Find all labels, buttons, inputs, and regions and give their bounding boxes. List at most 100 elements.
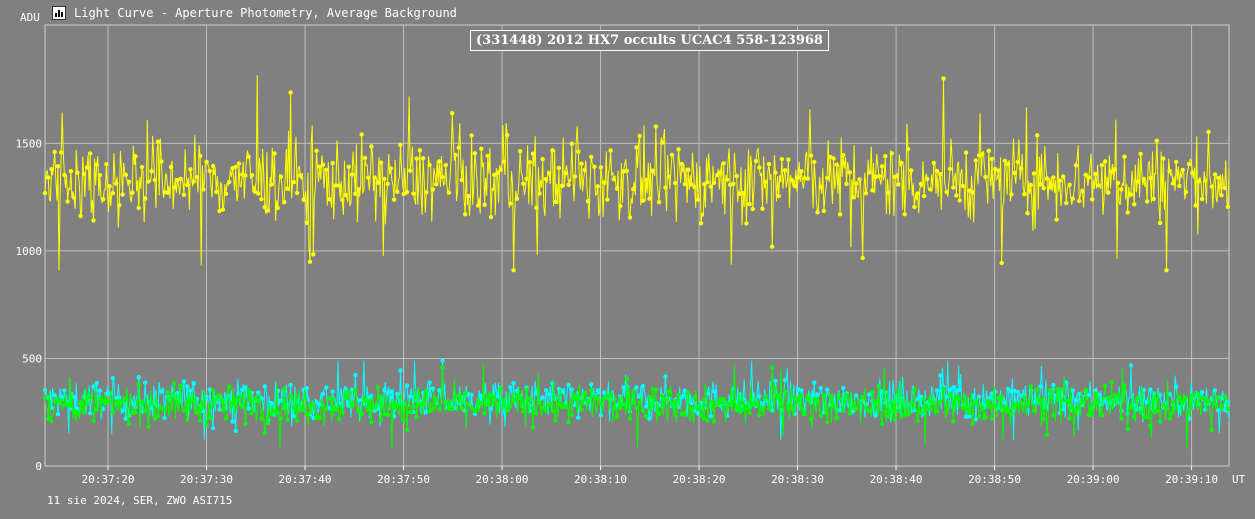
data-point (378, 160, 384, 165)
data-point (117, 395, 122, 400)
data-point (349, 401, 355, 406)
data-point (938, 399, 943, 405)
data-point (686, 391, 691, 396)
data-point (181, 192, 187, 197)
data-point (1186, 161, 1192, 167)
data-point (1144, 399, 1150, 404)
data-point (162, 415, 167, 421)
data-point (395, 391, 400, 397)
data-point (589, 382, 594, 387)
data-point (792, 184, 797, 189)
data-point (336, 183, 342, 188)
data-point (411, 191, 416, 196)
data-point (49, 167, 54, 172)
data-point (569, 387, 574, 392)
data-point (763, 394, 768, 399)
data-point (989, 391, 995, 396)
data-point (1141, 387, 1147, 393)
data-point (644, 177, 649, 183)
data-point (1028, 384, 1034, 389)
data-point (980, 405, 985, 411)
data-point (1112, 167, 1118, 172)
data-point (976, 414, 982, 419)
data-point (210, 388, 216, 393)
data-point (175, 400, 180, 406)
data-point (482, 202, 487, 207)
data-point (960, 183, 966, 189)
data-point (440, 365, 445, 370)
data-point (999, 394, 1004, 399)
data-point (278, 416, 284, 421)
data-point (1151, 196, 1156, 202)
data-point (388, 389, 393, 394)
data-point (837, 396, 843, 401)
data-point (931, 401, 936, 406)
data-point (272, 151, 277, 156)
data-point (760, 401, 765, 407)
data-point (1044, 432, 1050, 437)
data-point (81, 172, 87, 177)
data-point (1144, 415, 1150, 420)
data-point (556, 401, 562, 407)
data-point (1206, 398, 1211, 404)
data-point (336, 417, 342, 422)
data-point (317, 164, 322, 169)
data-point (1151, 409, 1156, 414)
data-point (947, 392, 953, 398)
data-point (543, 388, 549, 393)
data-point (59, 398, 64, 403)
data-point (821, 208, 827, 214)
data-point (815, 398, 820, 403)
data-point (1170, 400, 1176, 405)
data-point (566, 420, 571, 425)
data-point (1212, 388, 1218, 393)
data-point (288, 394, 293, 399)
data-point (782, 377, 788, 383)
data-point (676, 147, 681, 152)
data-point (918, 410, 924, 415)
data-point (320, 403, 326, 408)
data-point (698, 413, 704, 418)
data-point (227, 179, 232, 185)
data-point (708, 414, 713, 419)
data-point (608, 392, 613, 398)
data-point (692, 184, 697, 190)
data-point (320, 391, 326, 396)
data-point (71, 195, 77, 200)
data-point (501, 398, 507, 403)
data-point (382, 387, 387, 393)
data-point (440, 358, 445, 363)
data-point (585, 199, 591, 204)
data-point (488, 392, 494, 397)
data-point (873, 413, 878, 418)
data-point (1073, 397, 1079, 403)
data-point (1141, 176, 1147, 182)
data-point (1051, 413, 1056, 418)
data-point (259, 416, 264, 421)
data-point (1180, 398, 1185, 404)
data-point (463, 391, 468, 396)
data-point (1157, 419, 1163, 424)
data-point (1122, 383, 1127, 388)
data-point (210, 426, 216, 431)
data-point (143, 409, 148, 414)
data-point (1154, 138, 1160, 143)
data-point (918, 394, 924, 399)
data-point (918, 181, 924, 187)
data-point (614, 186, 620, 191)
data-point (42, 190, 48, 196)
data-point (411, 404, 416, 409)
data-point (818, 385, 823, 391)
data-point (1018, 393, 1024, 398)
data-point (847, 170, 852, 175)
data-point (1222, 394, 1227, 399)
data-point (611, 406, 616, 411)
data-point (414, 156, 419, 161)
data-point (307, 403, 313, 408)
data-point (605, 197, 610, 202)
data-point (1186, 410, 1192, 415)
data-point (256, 390, 261, 395)
data-point (779, 157, 785, 162)
data-point (1216, 394, 1221, 400)
